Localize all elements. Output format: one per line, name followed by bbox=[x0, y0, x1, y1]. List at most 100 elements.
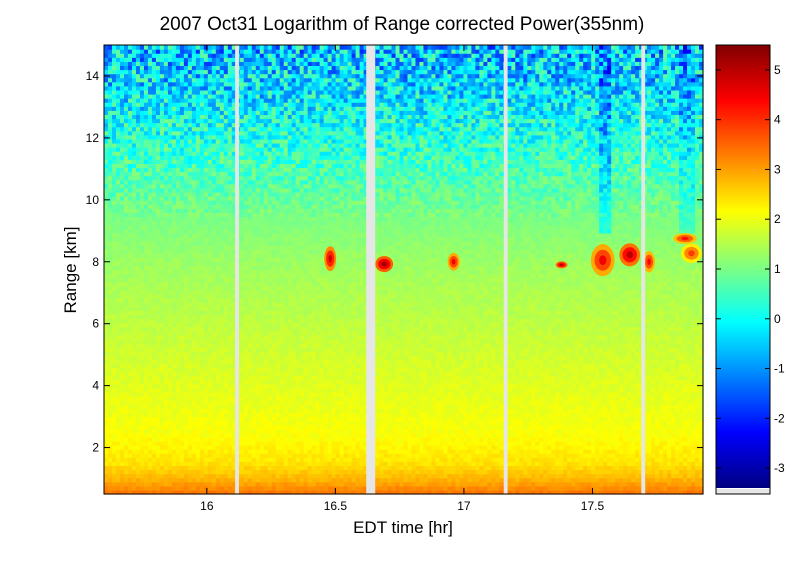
heatmap-cell bbox=[259, 379, 265, 385]
heatmap-cell bbox=[687, 416, 692, 422]
heatmap-cell bbox=[255, 449, 261, 454]
heatmap-cell bbox=[303, 359, 309, 364]
heatmap-cell bbox=[483, 428, 488, 434]
heatmap-cell bbox=[655, 379, 660, 385]
heatmap-cell bbox=[331, 453, 337, 458]
heatmap-cell bbox=[275, 420, 281, 426]
heatmap-cell bbox=[563, 461, 568, 467]
heatmap-cell bbox=[511, 391, 516, 397]
heatmap-cell bbox=[271, 400, 277, 405]
heatmap-cell bbox=[175, 440, 181, 446]
heatmap-cell bbox=[183, 387, 189, 393]
heatmap-cell bbox=[527, 465, 532, 471]
heatmap-cell bbox=[539, 416, 544, 422]
heatmap-cell bbox=[207, 363, 213, 369]
heatmap-cell bbox=[239, 473, 245, 479]
heatmap-cell bbox=[559, 481, 564, 487]
heatmap-cell bbox=[355, 432, 361, 438]
heatmap-cell bbox=[687, 408, 692, 413]
heatmap-cell bbox=[403, 367, 409, 373]
heatmap-cell bbox=[183, 436, 189, 442]
heatmap-cell bbox=[259, 359, 265, 364]
heatmap-cell bbox=[523, 359, 528, 364]
heatmap-cell bbox=[175, 400, 181, 405]
heatmap-cell bbox=[363, 465, 369, 471]
heatmap-cell bbox=[183, 420, 189, 426]
heatmap-cell bbox=[591, 481, 596, 487]
heatmap-cell bbox=[563, 416, 568, 422]
heatmap-cell bbox=[231, 420, 237, 426]
heatmap-cell bbox=[483, 375, 488, 381]
heatmap-cell bbox=[283, 440, 289, 446]
heatmap-cell bbox=[119, 481, 125, 487]
heatmap-cell bbox=[415, 428, 421, 434]
heatmap-cell bbox=[611, 485, 616, 491]
heatmap-cell bbox=[659, 387, 664, 393]
heatmap-cell bbox=[143, 477, 149, 483]
heatmap-cell bbox=[435, 404, 441, 409]
heatmap-cell bbox=[543, 408, 548, 413]
heatmap-cell bbox=[239, 396, 245, 401]
heatmap-cell bbox=[139, 400, 145, 405]
heatmap-cell bbox=[195, 453, 201, 458]
heatmap-cell bbox=[563, 449, 568, 454]
heatmap-cell bbox=[539, 473, 544, 479]
heatmap-cell bbox=[551, 416, 556, 422]
heatmap-cell bbox=[111, 432, 117, 438]
heatmap-cell bbox=[163, 473, 169, 479]
heatmap-cell bbox=[423, 383, 429, 389]
heatmap-cell bbox=[699, 424, 704, 430]
heatmap-cell bbox=[251, 481, 257, 487]
heatmap-cell bbox=[167, 432, 173, 438]
heatmap-cell bbox=[411, 416, 417, 422]
heatmap-cell bbox=[675, 440, 680, 446]
heatmap-cell bbox=[331, 445, 337, 450]
heatmap-cell bbox=[455, 371, 460, 377]
heatmap-cell bbox=[475, 449, 480, 454]
heatmap-cell bbox=[519, 383, 524, 389]
heatmap-cell bbox=[139, 428, 145, 434]
heatmap-cell bbox=[195, 408, 201, 413]
heatmap-cell bbox=[339, 391, 345, 397]
heatmap-cell bbox=[171, 489, 177, 495]
heatmap-cell bbox=[383, 473, 389, 479]
heatmap-cell bbox=[387, 477, 393, 483]
heatmap-cell bbox=[295, 457, 301, 462]
heatmap-cell bbox=[155, 371, 161, 377]
heatmap-cell bbox=[219, 391, 225, 397]
heatmap-cell bbox=[227, 375, 233, 381]
heatmap-cell bbox=[631, 445, 636, 450]
heatmap-cell bbox=[279, 424, 285, 430]
heatmap-cell bbox=[303, 453, 309, 458]
heatmap-cell bbox=[255, 469, 261, 475]
heatmap-cell bbox=[431, 379, 437, 385]
heatmap-cell bbox=[175, 371, 181, 377]
heatmap-cell bbox=[151, 485, 157, 491]
heatmap-cell bbox=[155, 400, 161, 405]
heatmap-cell bbox=[663, 408, 668, 413]
heatmap-cell bbox=[295, 363, 301, 369]
heatmap-cell bbox=[215, 428, 221, 434]
heatmap-cell bbox=[171, 367, 177, 373]
heatmap-cell bbox=[555, 465, 560, 471]
heatmap-cell bbox=[123, 404, 129, 409]
heatmap-cell bbox=[515, 363, 520, 369]
heatmap-cell bbox=[575, 457, 580, 462]
heatmap-cell bbox=[339, 408, 345, 413]
heatmap-cell bbox=[587, 489, 592, 495]
heatmap-cell bbox=[379, 436, 385, 442]
heatmap-cell bbox=[479, 485, 484, 491]
heatmap-cell bbox=[127, 396, 133, 401]
heatmap-cell bbox=[119, 400, 125, 405]
heatmap-cell bbox=[643, 400, 648, 405]
heatmap-cell bbox=[523, 473, 528, 479]
heatmap-cell bbox=[627, 379, 632, 385]
heatmap-cell bbox=[383, 400, 389, 405]
heatmap-cell bbox=[495, 469, 500, 475]
heatmap-cell bbox=[507, 400, 512, 405]
heatmap-cell bbox=[683, 453, 688, 458]
heatmap-cell bbox=[419, 424, 425, 430]
heatmap-cell bbox=[411, 420, 417, 426]
heatmap-cell bbox=[431, 481, 437, 487]
heatmap-cell bbox=[155, 473, 161, 479]
